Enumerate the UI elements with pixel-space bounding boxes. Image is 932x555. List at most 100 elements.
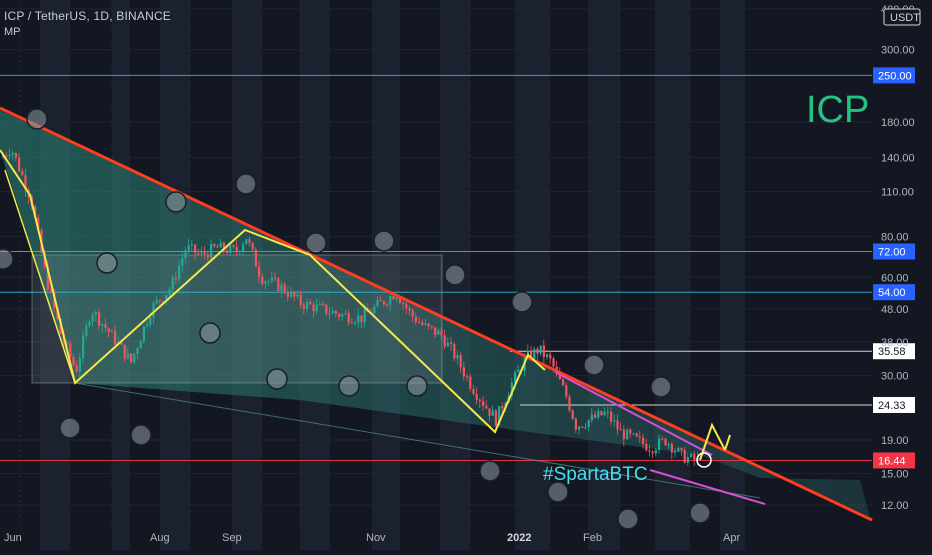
candle — [254, 246, 257, 267]
price-tag-5: 16.44 — [873, 452, 915, 469]
candle — [600, 410, 603, 416]
mp-dot — [199, 322, 221, 344]
candle — [354, 320, 357, 327]
candle — [290, 286, 293, 299]
candle — [411, 308, 414, 323]
currency-badge[interactable]: USDT — [883, 8, 921, 26]
candle — [494, 409, 497, 428]
candle — [408, 305, 411, 316]
candle — [94, 310, 97, 322]
candle — [661, 436, 664, 441]
mp-dots — [0, 108, 711, 530]
candle — [440, 327, 443, 340]
price-tag-1: 72.00 — [873, 243, 915, 260]
candle — [341, 312, 344, 321]
y-tick-label: 15.00 — [881, 468, 909, 480]
candle — [642, 433, 645, 449]
symbol-title: ICP / TetherUS, 1D, BINANCE — [4, 9, 172, 23]
candle — [8, 148, 11, 160]
mp-dot — [444, 264, 466, 286]
candle — [334, 309, 337, 318]
candle — [357, 308, 360, 329]
candle — [651, 450, 654, 458]
candle — [635, 432, 638, 438]
candle — [421, 319, 424, 327]
y-tick-label: 38.00 — [881, 337, 909, 349]
candle — [88, 319, 91, 329]
candle — [258, 261, 261, 283]
candle — [405, 300, 408, 315]
candle — [424, 318, 427, 326]
projection-arrow-head — [724, 434, 731, 451]
candle — [466, 373, 469, 382]
big-icp-label: ICP — [806, 89, 869, 131]
projection-arrow — [699, 422, 726, 461]
candle — [587, 419, 590, 432]
mp-dot — [305, 232, 327, 254]
mp-dot — [373, 230, 395, 252]
candle — [443, 329, 446, 350]
x-tick-label: Feb — [583, 532, 602, 544]
candle — [251, 242, 254, 253]
x-tick-label: 2022 — [507, 532, 531, 544]
candle — [645, 438, 648, 452]
svg-text:35.58: 35.58 — [878, 346, 906, 358]
candle — [414, 312, 417, 326]
mp-dot — [59, 417, 81, 439]
y-axis: 400.00300.00180.00140.00110.0080.0060.00… — [881, 4, 915, 512]
mp-dot — [0, 248, 14, 270]
candle — [155, 295, 158, 306]
y-tick-label: 300.00 — [881, 45, 915, 57]
candle — [584, 422, 587, 430]
y-tick-label: 60.00 — [881, 272, 909, 284]
candle — [146, 321, 149, 330]
candle — [338, 312, 341, 321]
candle — [677, 446, 680, 453]
range-box — [31, 254, 443, 384]
candle — [446, 337, 449, 348]
candle — [78, 352, 81, 378]
candle — [126, 347, 129, 360]
mp-dot — [406, 375, 428, 397]
mp-dot — [583, 354, 605, 376]
candle — [107, 327, 110, 338]
candle — [190, 240, 193, 252]
candle — [14, 152, 17, 162]
candle — [318, 300, 321, 306]
svg-text:250.00: 250.00 — [878, 70, 912, 82]
candle — [203, 246, 206, 260]
candle — [571, 409, 574, 420]
candle — [546, 353, 549, 360]
trendline-upper — [0, 106, 873, 522]
mp-dot — [338, 375, 360, 397]
candle — [331, 307, 334, 314]
candle — [683, 447, 686, 464]
candle — [24, 168, 27, 197]
candle — [456, 350, 459, 365]
candle — [648, 444, 651, 457]
price-tag-2: 54.00 — [873, 284, 915, 301]
candle — [280, 280, 283, 299]
candle — [542, 339, 545, 365]
x-tick-label: Apr — [723, 532, 740, 544]
candle — [622, 425, 625, 447]
candle — [18, 153, 21, 173]
candle — [194, 244, 197, 261]
candle — [565, 382, 568, 400]
candle — [248, 236, 251, 247]
candle — [590, 408, 593, 424]
candle — [264, 279, 267, 290]
candle — [613, 414, 616, 427]
candle — [75, 359, 78, 373]
zigzag-extra-1 — [4, 169, 76, 384]
mp-dot — [165, 191, 187, 213]
candle — [123, 344, 126, 363]
candle — [491, 405, 494, 416]
candle — [373, 303, 376, 316]
candle — [581, 426, 584, 429]
candle — [136, 346, 139, 360]
candle — [114, 325, 117, 350]
price-tag-4: 24.33 — [873, 396, 915, 413]
